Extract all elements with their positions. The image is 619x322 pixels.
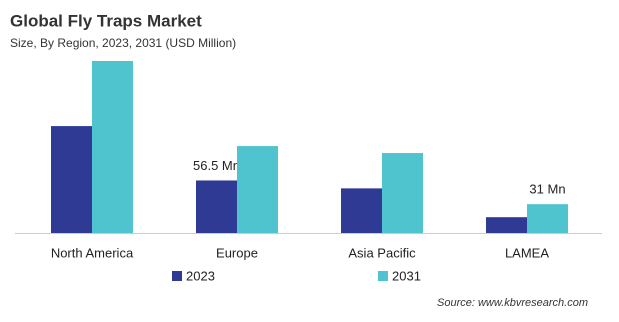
bar <box>486 217 527 233</box>
bar <box>341 188 382 233</box>
legend-swatch <box>378 271 388 281</box>
data-label: 31 Mn <box>529 182 565 197</box>
data-label: 56.5 Mn <box>193 158 240 173</box>
legend-label: 2031 <box>392 268 421 283</box>
bar <box>92 61 133 233</box>
x-tick-label: North America <box>51 245 134 260</box>
x-tick-label: Asia Pacific <box>348 245 416 260</box>
bar <box>382 153 423 233</box>
bar <box>527 204 568 233</box>
bar <box>237 146 278 233</box>
legend-swatch <box>172 271 182 281</box>
bar <box>51 126 92 233</box>
legend-label: 2023 <box>186 268 215 283</box>
bar <box>196 180 237 233</box>
chart-title: Global Fly Traps Market <box>10 11 202 30</box>
chart-subtitle: Size, By Region, 2023, 2031 (USD Million… <box>10 36 236 50</box>
x-tick-label: LAMEA <box>505 245 549 260</box>
x-tick-label: Europe <box>216 245 258 260</box>
source: Source: www.kbvresearch.com <box>437 297 588 309</box>
